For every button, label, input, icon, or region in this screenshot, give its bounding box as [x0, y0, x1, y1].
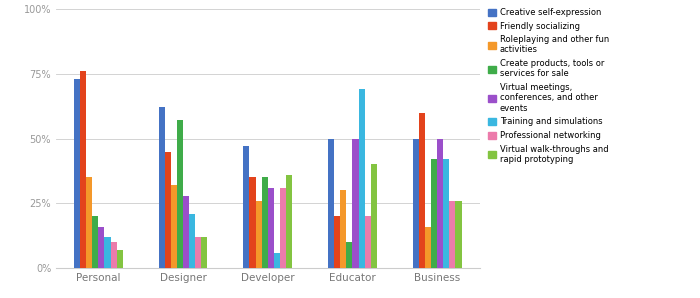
Bar: [456, 201, 461, 268]
Bar: [353, 139, 358, 268]
Bar: [437, 139, 443, 268]
Bar: [280, 188, 286, 268]
Bar: [159, 108, 164, 268]
Bar: [104, 237, 111, 268]
Bar: [413, 139, 419, 268]
Bar: [340, 190, 346, 268]
Bar: [92, 216, 98, 268]
Bar: [98, 227, 104, 268]
Bar: [164, 152, 171, 268]
Bar: [256, 201, 262, 268]
Bar: [195, 237, 202, 268]
Bar: [346, 242, 353, 268]
Bar: [365, 216, 371, 268]
Bar: [431, 159, 438, 268]
Bar: [449, 201, 456, 268]
Bar: [111, 242, 117, 268]
Bar: [443, 159, 449, 268]
Bar: [274, 253, 280, 268]
Bar: [425, 227, 431, 268]
Bar: [328, 139, 334, 268]
Bar: [358, 89, 365, 268]
Bar: [249, 178, 256, 268]
Bar: [117, 250, 122, 268]
Bar: [262, 178, 268, 268]
Bar: [419, 113, 425, 268]
Bar: [177, 120, 183, 268]
Bar: [80, 71, 86, 268]
Bar: [183, 195, 189, 268]
Legend: Creative self-expression, Friendly socializing, Roleplaying and other fun
activi: Creative self-expression, Friendly socia…: [488, 8, 609, 164]
Bar: [268, 188, 274, 268]
Bar: [286, 175, 292, 268]
Bar: [74, 79, 80, 268]
Bar: [171, 185, 177, 268]
Bar: [244, 146, 249, 268]
Bar: [189, 214, 195, 268]
Bar: [371, 164, 377, 268]
Bar: [334, 216, 340, 268]
Bar: [86, 178, 92, 268]
Bar: [202, 237, 207, 268]
